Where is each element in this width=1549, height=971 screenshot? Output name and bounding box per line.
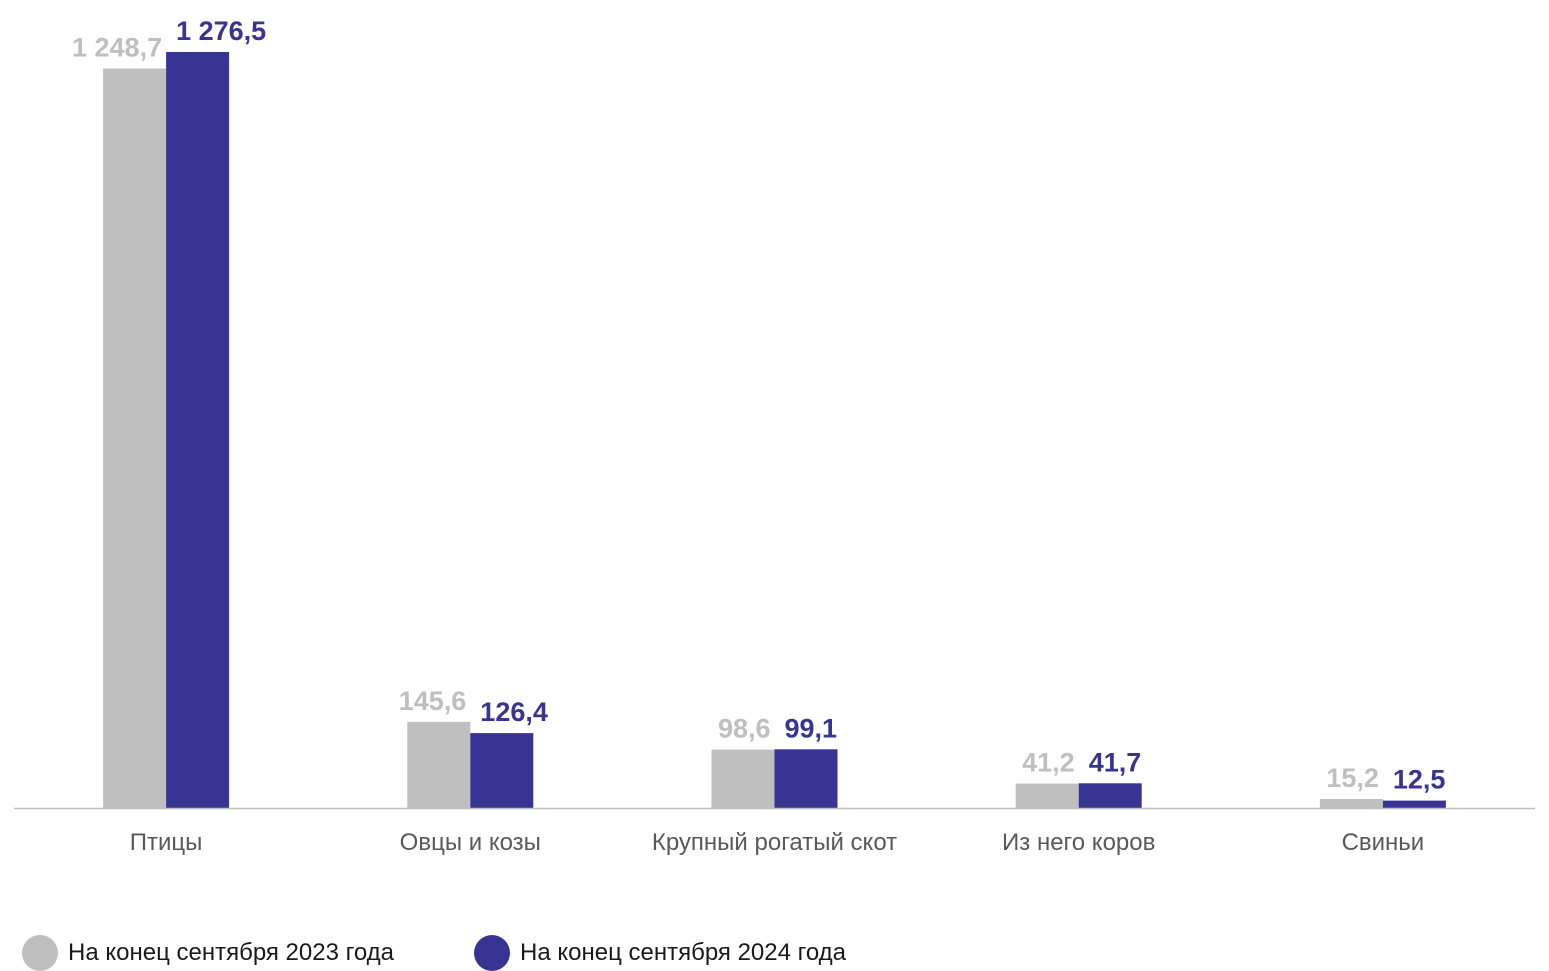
data-label-2023-3: 41,2 xyxy=(1022,748,1075,778)
bar-2023-0 xyxy=(103,68,167,808)
category-label-4: Свиньи xyxy=(1342,829,1425,856)
bar-2023-3 xyxy=(1015,783,1079,808)
legend: На конец сентября 2023 года На конец сен… xyxy=(22,935,926,971)
category-label-3: Из него коров xyxy=(1002,829,1155,856)
data-label-2024-2: 99,1 xyxy=(785,713,838,743)
data-label-2024-0: 1 276,5 xyxy=(176,16,266,46)
category-label-1: Овцы и козы xyxy=(400,829,541,856)
bar-2024-3 xyxy=(1078,783,1142,808)
data-label-2024-4: 12,5 xyxy=(1393,765,1446,795)
bar-2024-0 xyxy=(166,52,230,808)
data-label-2023-1: 145,6 xyxy=(399,686,467,716)
data-label-2023-4: 15,2 xyxy=(1326,763,1379,793)
legend-label-2023: На конец сентября 2023 года xyxy=(68,939,395,966)
data-label-2023-0: 1 248,7 xyxy=(72,33,162,63)
bar-2024-2 xyxy=(774,749,838,808)
legend-swatch-2023 xyxy=(22,935,58,971)
category-label-0: Птицы xyxy=(130,829,203,856)
legend-swatch-2024 xyxy=(474,935,511,971)
bar-2024-4 xyxy=(1382,800,1446,808)
bar-2023-1 xyxy=(407,721,471,808)
bar-2024-1 xyxy=(470,733,534,808)
data-label-2023-2: 98,6 xyxy=(718,714,771,744)
legend-item-2024: На конец сентября 2024 года xyxy=(474,935,846,971)
category-label-2: Крупный рогатый скот xyxy=(652,829,897,856)
legend-label-2024: На конец сентября 2024 года xyxy=(520,939,847,966)
bar-chart: 1 248,7 1 276,5 Птицы 145,6 126,4 Овцы и козы… xyxy=(14,16,1535,856)
data-label-2024-3: 41,7 xyxy=(1089,747,1142,777)
bar-2023-4 xyxy=(1319,799,1383,808)
bar-2023-2 xyxy=(711,749,775,808)
data-label-2024-1: 126,4 xyxy=(480,697,548,727)
legend-item-2023: На конец сентября 2023 года xyxy=(22,935,394,971)
